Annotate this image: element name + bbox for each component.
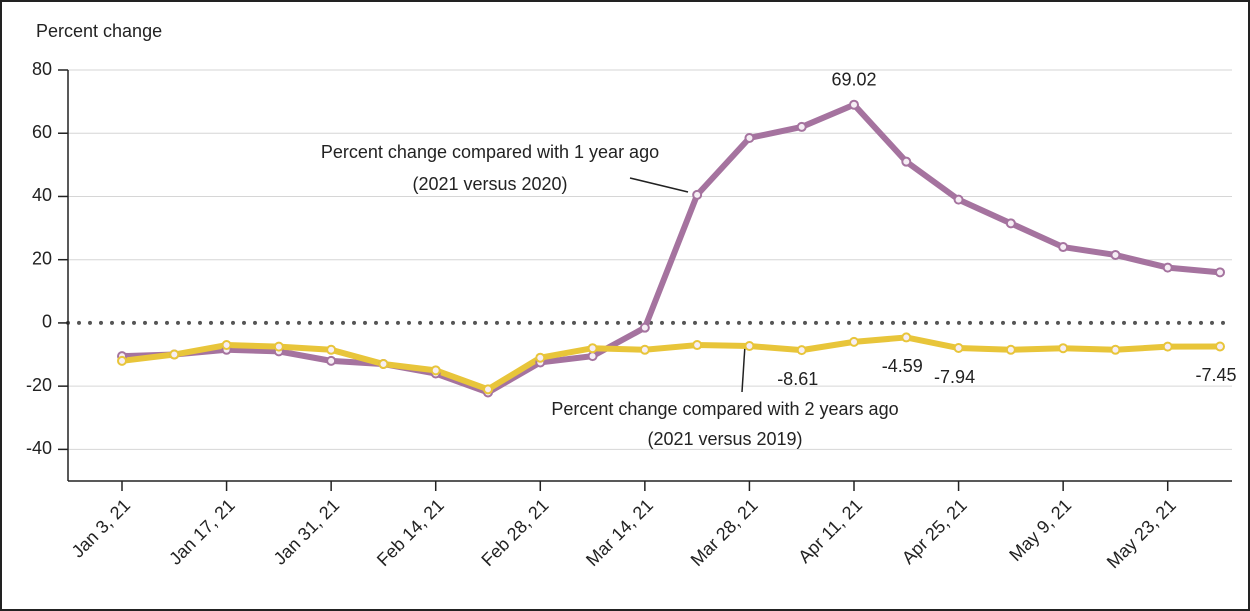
point [1215,267,1225,278]
y-tick-label: -20 [26,375,52,395]
annotation: (2021 versus 2019) [647,429,802,449]
y-tick-label: 20 [32,248,52,268]
y-tick-label: 40 [32,185,52,205]
point [1110,249,1121,260]
point [692,189,703,200]
value-label: -8.61 [777,369,818,389]
point [849,99,859,110]
point [483,384,493,395]
value-label: -7.94 [934,367,975,387]
annotation: Percent change compared with 1 year ago [321,142,659,162]
value-label: 69.02 [831,69,876,89]
point [1110,344,1121,355]
point [1058,242,1069,253]
point [901,156,912,167]
y-tick-label: 80 [32,59,52,79]
point [796,345,807,356]
value-label: -4.59 [882,356,923,376]
point [1005,344,1016,355]
annotation: (2021 versus 2020) [412,174,567,194]
y-tick-label: 0 [42,312,52,332]
point [1058,343,1069,354]
series-line [121,334,1221,393]
point [117,355,127,366]
point [169,349,180,360]
point [1162,341,1173,352]
point [744,132,755,143]
y-tick-label: 60 [32,122,52,142]
point [1215,341,1225,352]
point [901,332,912,343]
point [796,121,807,132]
point [639,344,650,355]
annotation: Percent change compared with 2 years ago [551,399,898,419]
series-line [121,101,1221,396]
point [587,343,598,354]
point [1162,262,1173,273]
leader-line [741,344,746,393]
point [953,194,964,205]
point [953,343,964,354]
point [430,365,441,376]
point [744,341,755,352]
point [587,351,598,362]
y-axis-label: Percent change [36,21,162,41]
point [535,352,546,363]
grid [66,69,1234,450]
point [692,340,703,351]
leader-line [629,177,689,193]
y-tick-label: -40 [26,438,52,458]
point [273,341,284,352]
point [639,322,650,333]
point [849,336,859,347]
point [326,355,337,366]
point [378,359,389,370]
point [1005,218,1016,229]
point [326,344,337,355]
point [221,340,232,351]
value-label: -7.45 [1195,365,1236,385]
